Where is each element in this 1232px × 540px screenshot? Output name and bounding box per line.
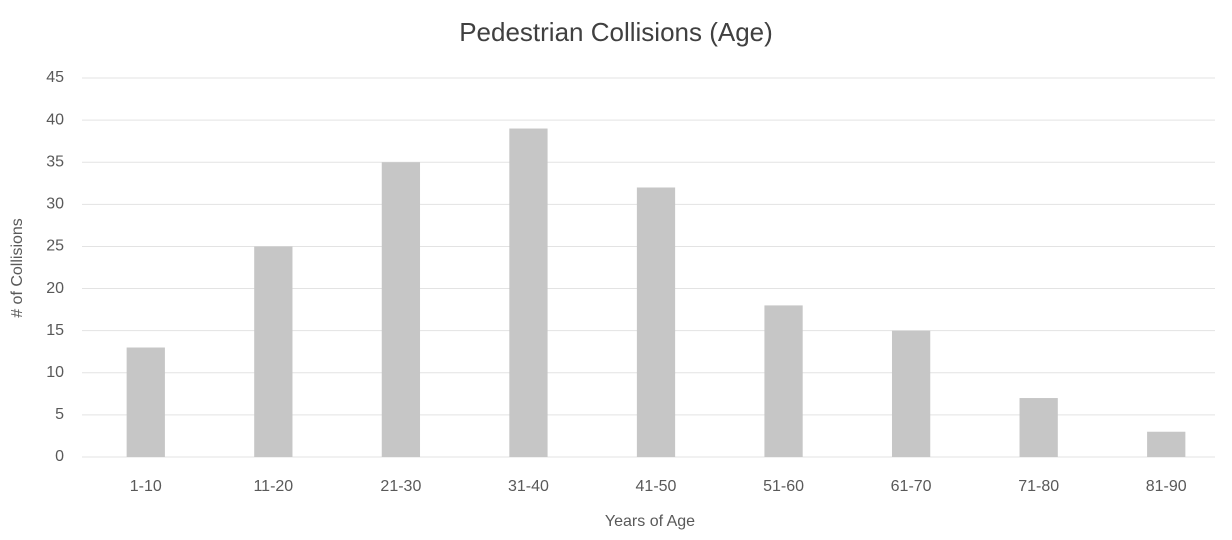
bar xyxy=(636,187,676,457)
chart-title: Pedestrian Collisions (Age) xyxy=(459,17,773,47)
y-tick-label: 30 xyxy=(46,196,64,213)
x-tick-label: 71-80 xyxy=(1018,478,1059,495)
y-axis-label: # of Collisions xyxy=(9,218,26,318)
x-tick-label: 31-40 xyxy=(508,478,549,495)
y-tick-label: 35 xyxy=(46,153,64,170)
y-tick-label: 40 xyxy=(46,111,64,128)
bar xyxy=(891,330,931,457)
bar xyxy=(509,128,548,458)
x-tick-label: 61-70 xyxy=(891,478,932,495)
y-tick-label: 20 xyxy=(46,280,64,297)
x-tick-label: 11-20 xyxy=(253,478,293,495)
bar xyxy=(1019,398,1058,457)
x-tick-label: 1-10 xyxy=(130,478,162,495)
x-tick-label: 21-30 xyxy=(380,478,421,495)
bar xyxy=(254,246,293,457)
y-tick-label: 10 xyxy=(46,364,64,381)
x-tick-label: 41-50 xyxy=(636,478,677,495)
bar xyxy=(126,347,165,457)
x-tick-label: 51-60 xyxy=(763,478,804,495)
y-tick-label: 45 xyxy=(46,69,64,86)
y-tick-label: 15 xyxy=(46,322,64,339)
x-axis-label: Years of Age xyxy=(605,513,695,530)
y-tick-label: 0 xyxy=(55,448,64,465)
bar xyxy=(381,162,421,457)
bar xyxy=(764,305,803,457)
x-tick-label: 81-90 xyxy=(1146,478,1187,495)
y-tick-label: 25 xyxy=(46,238,64,255)
bar xyxy=(1147,431,1186,457)
y-tick-label: 5 xyxy=(55,406,64,423)
